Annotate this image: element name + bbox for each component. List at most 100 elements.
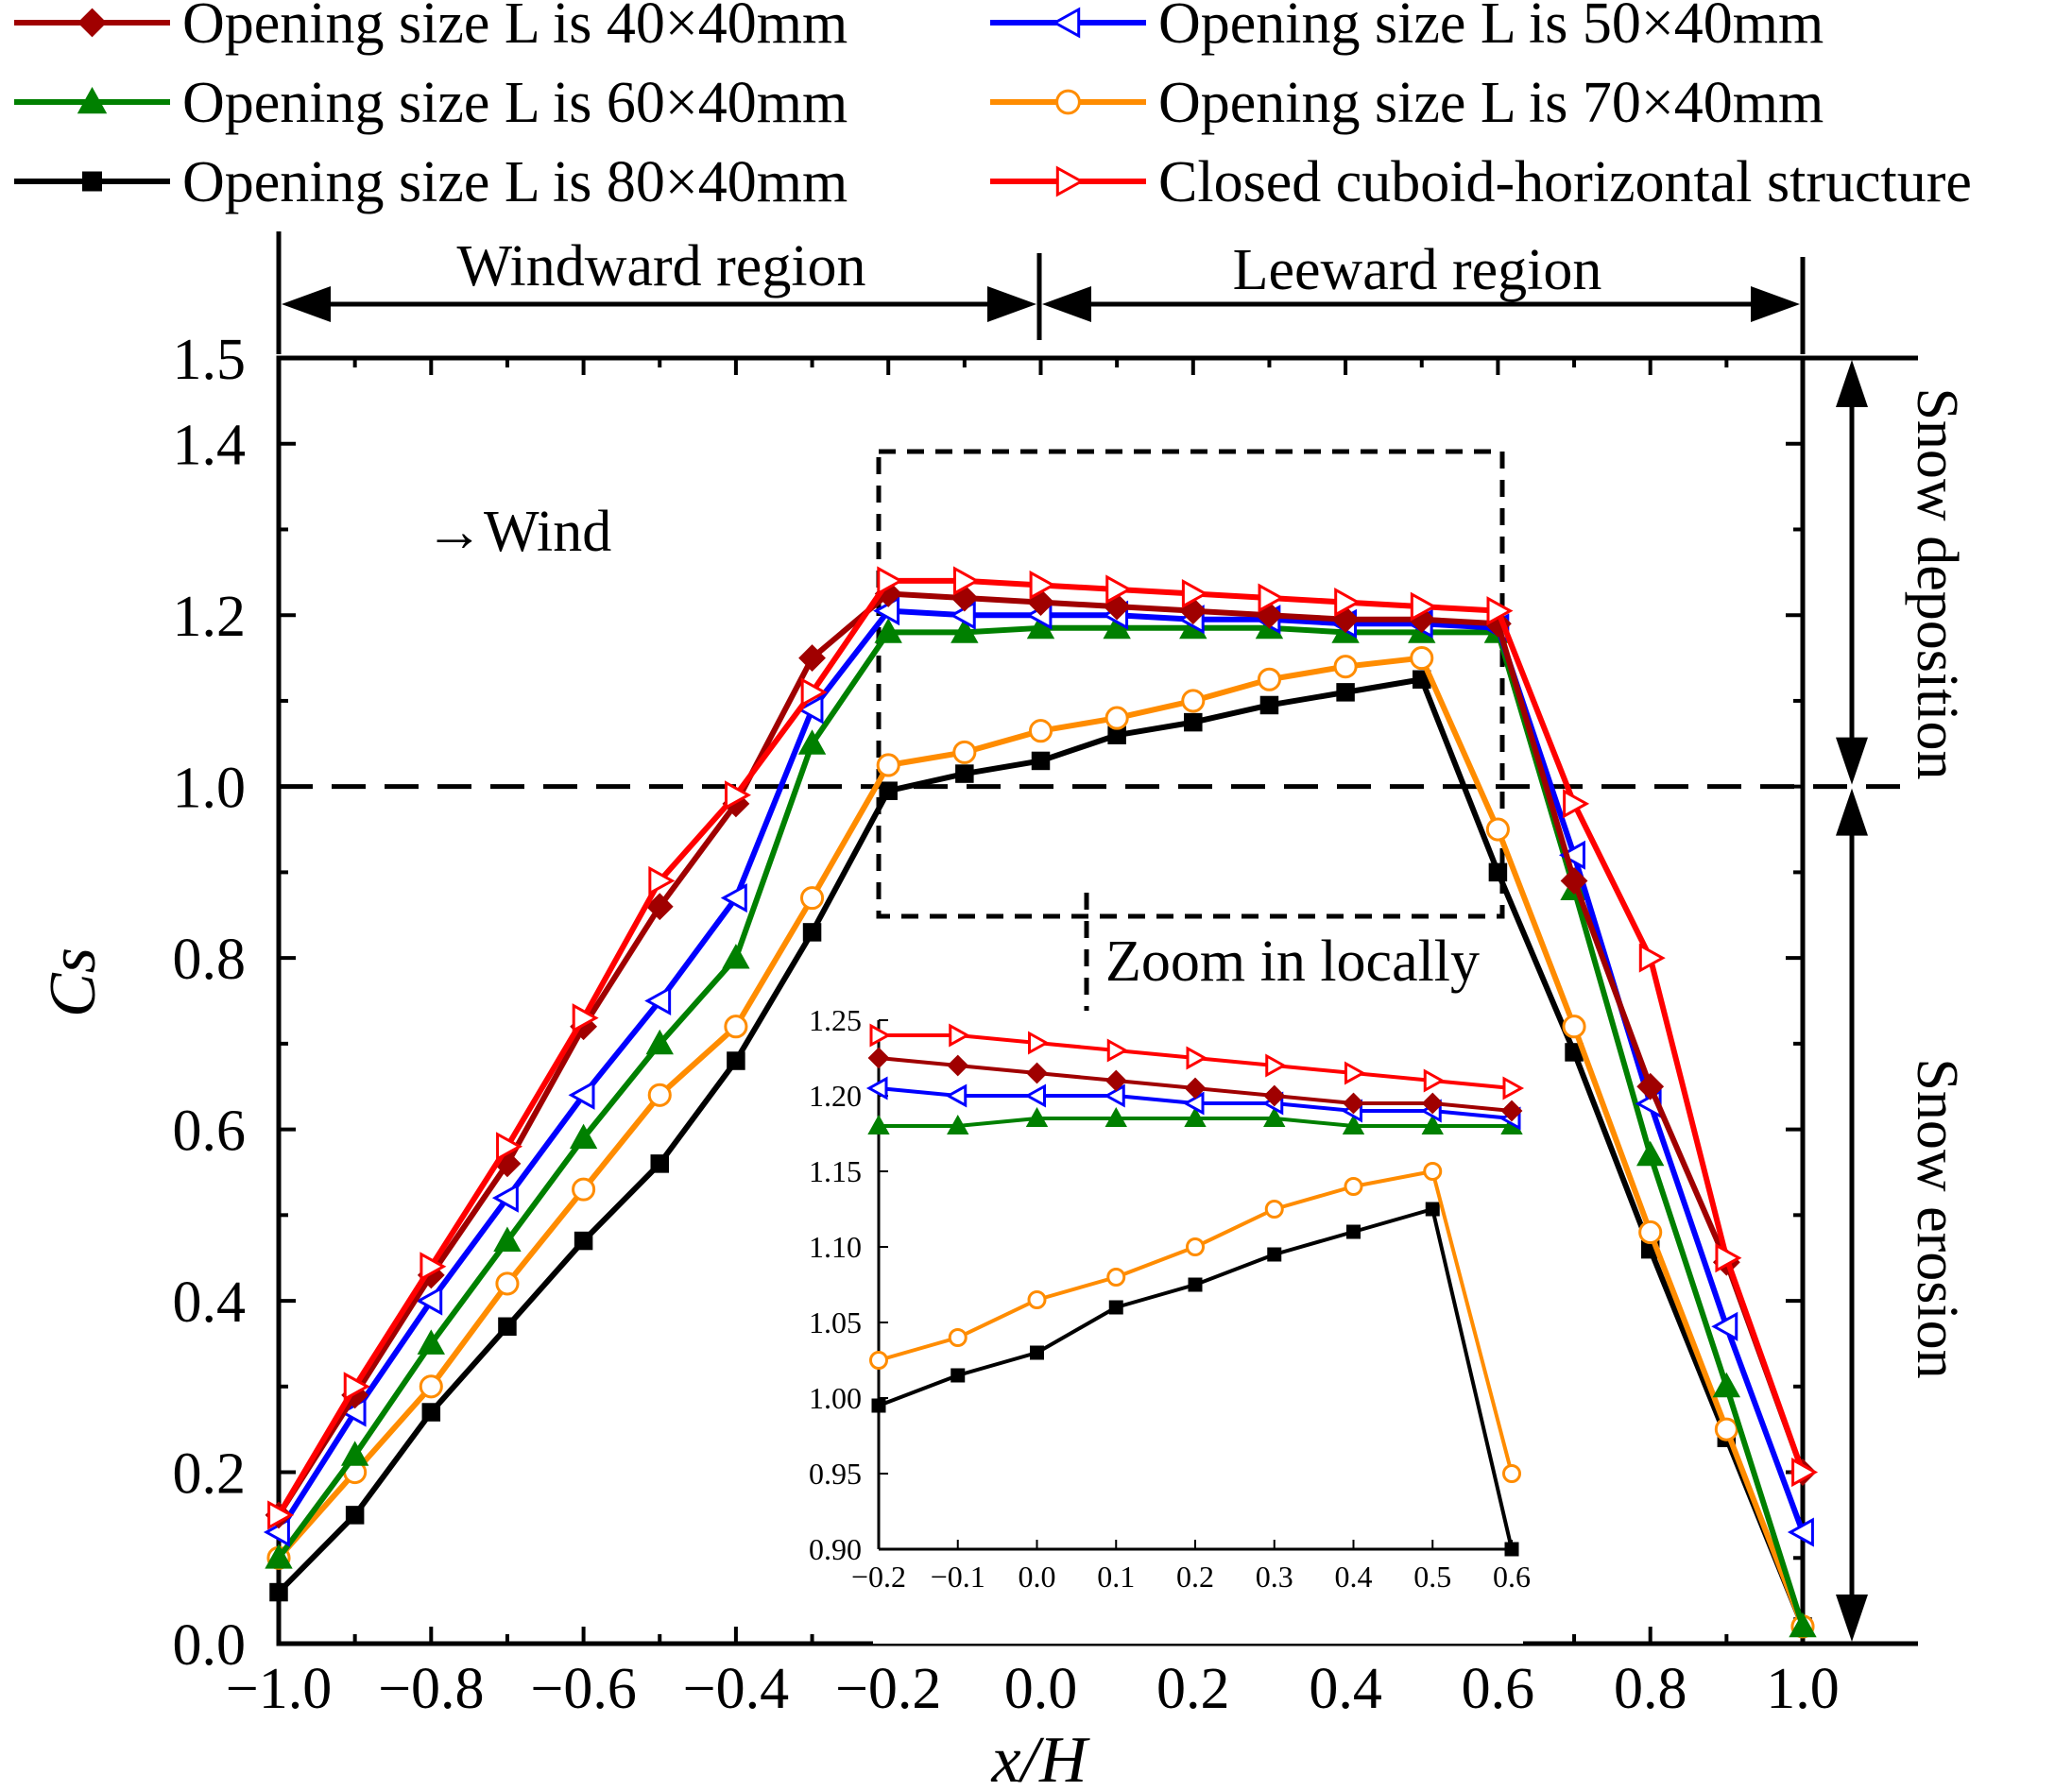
data-point-opening-size-l-is-80-40mm [1184, 712, 1203, 732]
inset-data-point-opening-size-l-is-80-40mm [1346, 1224, 1361, 1239]
inset-data-point-opening-size-l-is-70-40mm [1186, 1237, 1205, 1256]
x-tick-label: 0.6 [1462, 1657, 1535, 1721]
y-tick-label: 1.2 [173, 585, 247, 649]
windward-arrowhead-left [282, 286, 331, 322]
inset-data-point-closed-cuboid-horizontal-structure [1502, 1076, 1525, 1100]
inset-plot: −0.2 −0.1 0.0 0.1 0.2 0.3 0.4 0.5 0.6 0.90 0.95 1.0… [809, 1003, 1531, 1644]
data-point-opening-size-l-is-60-40mm [493, 1226, 522, 1252]
data-point-opening-size-l-is-70-40mm [1714, 1417, 1738, 1441]
deposition-arrowhead-top [1836, 360, 1868, 407]
inset-x-tick-label: 0.0 [1019, 1560, 1056, 1594]
inset-data-point-closed-cuboid-horizontal-structure [1344, 1061, 1366, 1085]
data-point-opening-size-l-is-70-40mm [495, 1271, 520, 1296]
data-point-opening-size-l-is-70-40mm [800, 886, 825, 911]
data-point-opening-size-l-is-70-40mm [1638, 1220, 1663, 1245]
leeward-arrowhead-left [1042, 286, 1091, 322]
inset-data-point-opening-size-l-is-40-40mm [1500, 1100, 1523, 1122]
data-point-closed-cuboid-horizontal-structure [1563, 789, 1590, 819]
data-point-opening-size-l-is-70-40mm [1104, 706, 1129, 730]
leeward-arrowhead-right [1751, 286, 1800, 322]
data-point-closed-cuboid-horizontal-structure [420, 1252, 447, 1282]
data-point-opening-size-l-is-80-40mm [1107, 725, 1126, 744]
inset-data-point-opening-size-l-is-70-40mm [948, 1328, 968, 1347]
erosion-arrowhead-bottom [1836, 1595, 1868, 1642]
inset-data-point-opening-size-l-is-40-40mm [1184, 1077, 1207, 1100]
data-point-opening-size-l-is-80-40mm [1031, 751, 1051, 771]
inset-data-point-opening-size-l-is-70-40mm [1423, 1162, 1443, 1181]
data-point-opening-size-l-is-50-40mm [720, 883, 747, 913]
leeward-region-label: Leeward region [1233, 238, 1602, 302]
data-point-opening-size-l-is-80-40mm [1565, 1043, 1584, 1062]
inset-data-point-closed-cuboid-horizontal-structure [869, 1023, 892, 1048]
data-point-opening-size-l-is-60-40mm [1712, 1372, 1741, 1398]
inset-data-point-opening-size-l-is-40-40mm [1104, 1069, 1127, 1092]
inset-data-point-opening-size-l-is-60-40mm [1104, 1106, 1127, 1127]
inset-data-point-opening-size-l-is-80-40mm [1425, 1202, 1440, 1217]
x-tick-label: 0.4 [1309, 1657, 1382, 1721]
inset-y-tick-label: 1.05 [809, 1305, 862, 1339]
main-plot: −1.0 −0.8 −0.6 −0.4 −0.2 0.0 0.2 0.4 0.6 0.8 1.0 0.… [173, 328, 1918, 1721]
data-point-opening-size-l-is-60-40mm [265, 1544, 293, 1569]
data-point-opening-size-l-is-80-40mm [574, 1231, 593, 1251]
inset-data-point-opening-size-l-is-80-40mm [1108, 1300, 1123, 1315]
inset-y-tick-label: 0.90 [809, 1532, 862, 1566]
inset-x-tick-label: −0.2 [851, 1560, 906, 1594]
data-point-opening-size-l-is-40-40mm [1636, 1072, 1665, 1100]
data-point-closed-cuboid-horizontal-structure [572, 1003, 599, 1033]
snow-erosion-label: Snow erosion [1905, 1058, 1969, 1378]
inset-data-point-opening-size-l-is-60-40mm [947, 1114, 969, 1134]
data-point-closed-cuboid-horizontal-structure [1105, 574, 1133, 605]
legend-opening-size-l-is-80-40mm-label: Opening size L is 80×40mm [182, 150, 848, 214]
x-tick-label: −0.8 [378, 1657, 484, 1721]
data-point-opening-size-l-is-80-40mm [345, 1506, 365, 1525]
y-tick-label: 0.4 [173, 1271, 247, 1335]
inset-x-tick-label: 0.5 [1413, 1560, 1451, 1594]
inset-data-point-opening-size-l-is-70-40mm [869, 1351, 888, 1370]
snow-deposition-label: Snow deposition [1905, 387, 1969, 779]
data-point-opening-size-l-is-70-40mm [1181, 689, 1206, 713]
data-point-opening-size-l-is-70-40mm [1485, 817, 1510, 842]
data-point-closed-cuboid-horizontal-structure [952, 566, 980, 596]
inset-data-point-opening-size-l-is-60-40mm [867, 1114, 890, 1134]
inset-data-point-closed-cuboid-horizontal-structure [1423, 1068, 1446, 1093]
y-tick-label: 0.8 [173, 928, 247, 992]
inset-data-point-opening-size-l-is-40-40mm [1263, 1084, 1286, 1107]
legend-opening-size-l-is-70-40mm-label: Opening size L is 70×40mm [1158, 71, 1824, 135]
inset-data-point-closed-cuboid-horizontal-structure [949, 1023, 970, 1048]
data-point-closed-cuboid-horizontal-structure [496, 1132, 523, 1162]
data-point-opening-size-l-is-70-40mm [1028, 719, 1053, 743]
data-point-opening-size-l-is-50-40mm [491, 1183, 519, 1213]
legend-closed-cuboid-horizontal-structure-label: Closed cuboid-horizontal structure [1158, 150, 1972, 214]
inset-data-point-opening-size-l-is-50-40mm [1182, 1091, 1205, 1116]
inset-x-tick-label: 0.6 [1493, 1560, 1531, 1594]
data-point-opening-size-l-is-60-40mm [874, 618, 902, 643]
data-point-closed-cuboid-horizontal-structure [1029, 570, 1056, 600]
data-point-opening-size-l-is-80-40mm [727, 1051, 745, 1070]
region-annotations: Windward region Leeward region [276, 231, 1806, 354]
windward-arrowhead-right [987, 286, 1036, 322]
data-point-opening-size-l-is-60-40mm [1636, 1140, 1665, 1167]
data-point-opening-size-l-is-60-40mm [417, 1329, 445, 1355]
inset-data-point-opening-size-l-is-80-40mm [871, 1398, 886, 1413]
data-point-opening-size-l-is-70-40mm [419, 1374, 443, 1399]
x-tick-label: −1.0 [226, 1657, 332, 1721]
inset-data-point-opening-size-l-is-40-40mm [1026, 1062, 1048, 1084]
data-point-opening-size-l-is-60-40mm [569, 1123, 598, 1150]
zoom-label: Zoom in locally [1105, 930, 1480, 994]
inset-data-point-opening-size-l-is-50-40mm [1024, 1083, 1046, 1108]
inset-data-point-opening-size-l-is-70-40mm [1344, 1177, 1363, 1196]
data-point-opening-size-l-is-80-40mm [1488, 862, 1508, 882]
inset-data-point-opening-size-l-is-80-40mm [1188, 1277, 1203, 1292]
inset-data-point-opening-size-l-is-80-40mm [1030, 1345, 1044, 1360]
data-point-opening-size-l-is-70-40mm [952, 740, 977, 764]
data-point-opening-size-l-is-50-40mm [416, 1286, 443, 1316]
x-tick-label: −0.4 [683, 1657, 789, 1721]
inset-y-tick-label: 1.15 [809, 1154, 862, 1188]
data-point-opening-size-l-is-50-40mm [1558, 840, 1585, 870]
inset-y-tick-label: 1.25 [809, 1003, 862, 1037]
data-point-opening-size-l-is-80-40mm [1259, 695, 1279, 715]
legend-opening-size-l-is-60-40mm-label: Opening size L is 60×40mm [182, 71, 848, 135]
inset-y-tick-label: 0.95 [809, 1457, 862, 1491]
data-point-closed-cuboid-horizontal-structure [800, 677, 828, 708]
data-point-opening-size-l-is-50-40mm [1787, 1517, 1814, 1547]
